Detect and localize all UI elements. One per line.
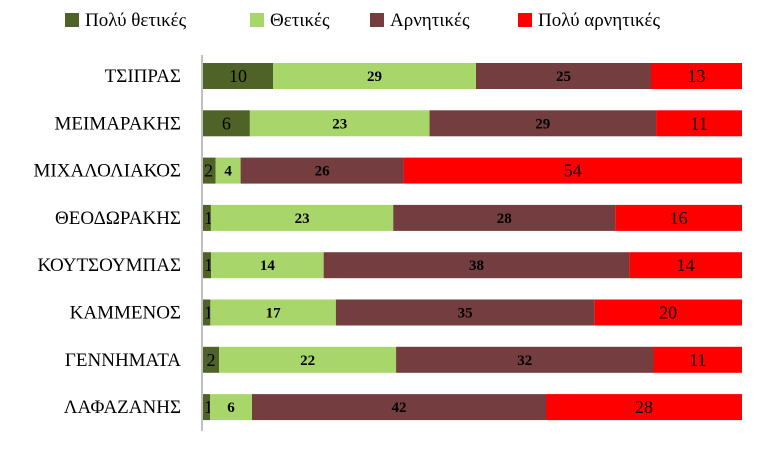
bar-segment-3-1 [210,204,394,231]
data-label-3-1: 23 [295,211,310,227]
data-label-4-2: 38 [469,258,484,274]
bar-segment-2-2 [240,157,404,184]
bar-segment-5-3 [594,299,742,326]
bar-segment-1-0 [203,110,250,137]
bar-segment-4-1 [211,252,324,279]
bar-segment-5-0 [203,299,211,326]
data-label-6-0: 2 [207,350,216,370]
legend: Πολύ θετικές Θετικές Αρνητικές Πολύ αρνητικ… [65,10,661,31]
category-labels: ΤΣΙΠΡΑΣ ΜΕΙΜΑΡΑΚΗΣ ΜΙΧΑΛΟΛΙΑΚΟΣ ΘΕΟΔΩΡΑΚΗΣ Κ… [34,66,182,418]
data-label-1-2: 29 [535,116,550,132]
legend-label-series-0: Πολύ θετικές [85,10,187,31]
legend-swatch-series-2 [370,13,384,27]
category-label-5: ΚΑΜΜΕΝΟΣ [70,303,181,324]
data-label-6-2: 32 [517,353,532,369]
data-label-5-0: 1 [204,303,213,323]
category-label-3: ΘΕΟΔΩΡΑΚΗΣ [55,208,181,229]
bars: 10 29 25 136 23 29 112 4 26 541 23 28 161 14 38 141 17 35… [203,63,742,421]
data-label-7-1: 6 [227,400,235,416]
bar-segment-0-2 [476,63,651,89]
legend-swatch-series-1 [250,13,264,27]
legend-label-series-2: Αρνητικές [390,10,470,31]
bar-segment-2-1 [215,157,241,184]
category-label-4: ΚΟΥΤΣΟΥΜΠΑΣ [38,255,181,276]
category-label-2: ΜΙΧΑΛΟΛΙΑΚΟΣ [34,161,182,182]
legend-swatch-series-3 [518,13,532,27]
bar-segment-5-1 [210,299,336,326]
bar-segment-0-0 [203,63,273,89]
data-label-7-3: 28 [635,397,653,417]
data-label-5-3: 20 [659,303,677,323]
bar-segment-6-2 [396,346,654,373]
data-label-5-1: 17 [266,306,282,322]
legend-swatch-series-0 [65,13,79,27]
bar-segment-0-3 [651,63,742,89]
bar-segment-1-1 [249,110,430,137]
data-label-3-3: 16 [670,208,688,228]
bar-segment-7-1 [210,394,252,421]
bar-segment-3-0 [203,204,211,231]
data-label-1-1: 23 [332,116,347,132]
bar-segment-1-2 [429,110,657,137]
bar-segment-6-3 [653,346,742,373]
bar-segment-5-2 [335,299,595,326]
data-label-0-2: 25 [556,69,571,85]
bar-segment-7-0 [203,394,210,421]
bar-segment-6-0 [203,346,220,373]
data-label-2-3: 54 [564,161,582,181]
bar-segment-4-2 [323,252,630,279]
data-label-7-0: 1 [204,397,213,417]
legend-label-series-3: Πολύ αρνητικές [538,10,661,31]
data-label-5-2: 35 [458,306,473,322]
bar-segment-0-1 [273,63,476,89]
bar-segment-4-3 [629,252,742,279]
data-label-7-2: 42 [392,400,407,416]
data-label-1-3: 11 [690,113,707,133]
data-label-0-0: 10 [229,66,247,86]
category-label-0: ΤΣΙΠΡΑΣ [105,66,181,87]
data-label-2-1: 4 [224,164,232,180]
data-label-0-1: 29 [367,69,382,85]
data-label-3-0: 1 [204,208,213,228]
data-label-6-1: 22 [300,353,315,369]
data-label-4-1: 14 [260,258,276,274]
bar-segment-3-3 [615,204,742,231]
bar-segment-3-2 [393,204,616,231]
data-label-4-3: 14 [677,255,695,275]
data-label-6-3: 11 [689,350,706,370]
bar-segment-7-3 [546,394,742,421]
bar-segment-2-0 [203,157,216,184]
data-label-1-0: 6 [222,113,231,133]
bar-segment-7-2 [252,394,546,421]
bar-segment-2-3 [403,157,742,184]
data-label-4-0: 1 [204,255,213,275]
category-label-6: ΓΕΝΝΗΜΑΤΑ [65,350,181,371]
bar-segment-1-3 [656,110,742,137]
data-label-2-2: 26 [315,164,331,180]
bar-segment-6-1 [219,346,397,373]
data-label-2-0: 2 [204,161,213,181]
category-label-7: ΛΑΦΑΖΑΝΗΣ [64,397,181,418]
data-label-3-2: 28 [497,211,512,227]
category-label-1: ΜΕΙΜΑΡΑΚΗΣ [54,113,181,134]
bar-segment-4-0 [203,252,212,279]
data-label-0-3: 13 [688,66,706,86]
legend-label-series-1: Θετικές [270,10,330,31]
